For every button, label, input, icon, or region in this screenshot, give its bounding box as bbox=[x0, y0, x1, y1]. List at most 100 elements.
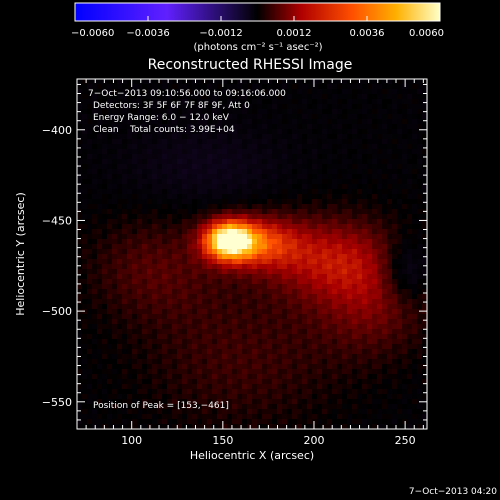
heatmap-cell bbox=[182, 284, 188, 290]
heatmap-cell bbox=[232, 419, 238, 425]
heatmap-cell bbox=[352, 424, 358, 430]
heatmap-cell bbox=[332, 179, 338, 185]
heatmap-cell bbox=[322, 174, 328, 180]
heatmap-cell bbox=[307, 264, 313, 270]
heatmap-cell bbox=[412, 379, 418, 385]
heatmap-cell bbox=[402, 309, 408, 315]
heatmap-cell bbox=[252, 319, 258, 325]
heatmap-cell bbox=[387, 339, 393, 345]
heatmap-cell bbox=[247, 259, 253, 265]
heatmap-cell bbox=[192, 274, 198, 280]
heatmap-cell bbox=[97, 79, 103, 85]
heatmap-cell bbox=[197, 244, 203, 250]
heatmap-cell bbox=[132, 94, 138, 100]
heatmap-cell bbox=[352, 144, 358, 150]
heatmap-cell bbox=[282, 159, 288, 165]
heatmap-cell bbox=[217, 354, 223, 360]
heatmap-cell bbox=[347, 154, 353, 160]
heatmap-cell bbox=[282, 349, 288, 355]
heatmap-cell bbox=[267, 419, 273, 425]
heatmap-cell bbox=[262, 124, 268, 130]
heatmap-cell bbox=[112, 124, 118, 130]
heatmap-cell bbox=[347, 104, 353, 110]
heatmap-cell bbox=[382, 134, 388, 140]
heatmap-cell bbox=[247, 189, 253, 195]
heatmap-cell bbox=[387, 364, 393, 370]
heatmap-cell bbox=[392, 99, 398, 105]
heatmap-cell bbox=[422, 149, 428, 155]
heatmap-cell bbox=[322, 179, 328, 185]
heatmap-cell bbox=[407, 409, 413, 415]
heatmap-cell bbox=[112, 389, 118, 395]
heatmap-cell bbox=[107, 214, 113, 220]
heatmap-cell bbox=[392, 244, 398, 250]
heatmap-cell bbox=[227, 424, 233, 430]
heatmap-cell bbox=[137, 354, 143, 360]
heatmap-cell bbox=[357, 239, 363, 245]
heatmap-cell bbox=[257, 404, 263, 410]
heatmap-cell bbox=[412, 384, 418, 390]
heatmap-cell bbox=[132, 229, 138, 235]
heatmap-cell bbox=[417, 114, 423, 120]
heatmap-cell bbox=[347, 164, 353, 170]
heatmap-cell bbox=[222, 114, 228, 120]
heatmap-cell bbox=[182, 139, 188, 145]
heatmap-cell bbox=[122, 149, 128, 155]
heatmap-cell bbox=[417, 144, 423, 150]
heatmap-cell bbox=[182, 399, 188, 405]
heatmap-cell bbox=[312, 344, 318, 350]
heatmap-cell bbox=[347, 214, 353, 220]
heatmap-cell bbox=[132, 254, 138, 260]
heatmap-cell bbox=[162, 369, 168, 375]
heatmap-cell bbox=[242, 344, 248, 350]
heatmap-cell bbox=[107, 409, 113, 415]
heatmap-cell bbox=[407, 289, 413, 295]
heatmap-cell bbox=[372, 289, 378, 295]
heatmap-cell bbox=[377, 269, 383, 275]
heatmap-cell bbox=[87, 254, 93, 260]
heatmap-cell bbox=[242, 219, 248, 225]
heatmap-cell bbox=[292, 374, 298, 380]
heatmap-cell bbox=[412, 394, 418, 400]
heatmap-cell bbox=[317, 364, 323, 370]
heatmap-cell bbox=[367, 204, 373, 210]
heatmap-cell bbox=[242, 299, 248, 305]
heatmap-cell bbox=[317, 224, 323, 230]
heatmap-cell bbox=[417, 394, 423, 400]
heatmap-cell bbox=[247, 194, 253, 200]
heatmap-cell bbox=[262, 189, 268, 195]
heatmap-cell bbox=[117, 394, 123, 400]
heatmap-cell bbox=[87, 194, 93, 200]
heatmap-cell bbox=[142, 124, 148, 130]
heatmap-cell bbox=[397, 424, 403, 430]
heatmap-cell bbox=[422, 359, 428, 365]
heatmap-cell bbox=[337, 134, 343, 140]
heatmap-cell bbox=[267, 229, 273, 235]
heatmap-cell bbox=[327, 99, 333, 105]
heatmap-cell bbox=[292, 124, 298, 130]
heatmap-cell bbox=[257, 234, 263, 240]
heatmap-cell bbox=[217, 329, 223, 335]
heatmap-cell bbox=[157, 284, 163, 290]
heatmap-cell bbox=[212, 294, 218, 300]
heatmap-cell bbox=[112, 149, 118, 155]
heatmap-cell bbox=[422, 134, 428, 140]
heatmap-cell bbox=[382, 249, 388, 255]
heatmap-cell bbox=[377, 114, 383, 120]
heatmap-cell bbox=[302, 384, 308, 390]
heatmap-cell bbox=[217, 294, 223, 300]
heatmap-cell bbox=[147, 284, 153, 290]
heatmap-cell bbox=[112, 239, 118, 245]
heatmap-cell bbox=[127, 164, 133, 170]
heatmap-cell bbox=[322, 339, 328, 345]
heatmap-cell bbox=[412, 264, 418, 270]
heatmap-cell bbox=[132, 309, 138, 315]
heatmap-cell bbox=[297, 284, 303, 290]
heatmap-cell bbox=[152, 209, 158, 215]
heatmap-cell bbox=[242, 354, 248, 360]
heatmap-cell bbox=[207, 384, 213, 390]
heatmap-cell bbox=[312, 124, 318, 130]
heatmap-cell bbox=[307, 164, 313, 170]
heatmap-cell bbox=[187, 339, 193, 345]
heatmap-cell bbox=[267, 109, 273, 115]
